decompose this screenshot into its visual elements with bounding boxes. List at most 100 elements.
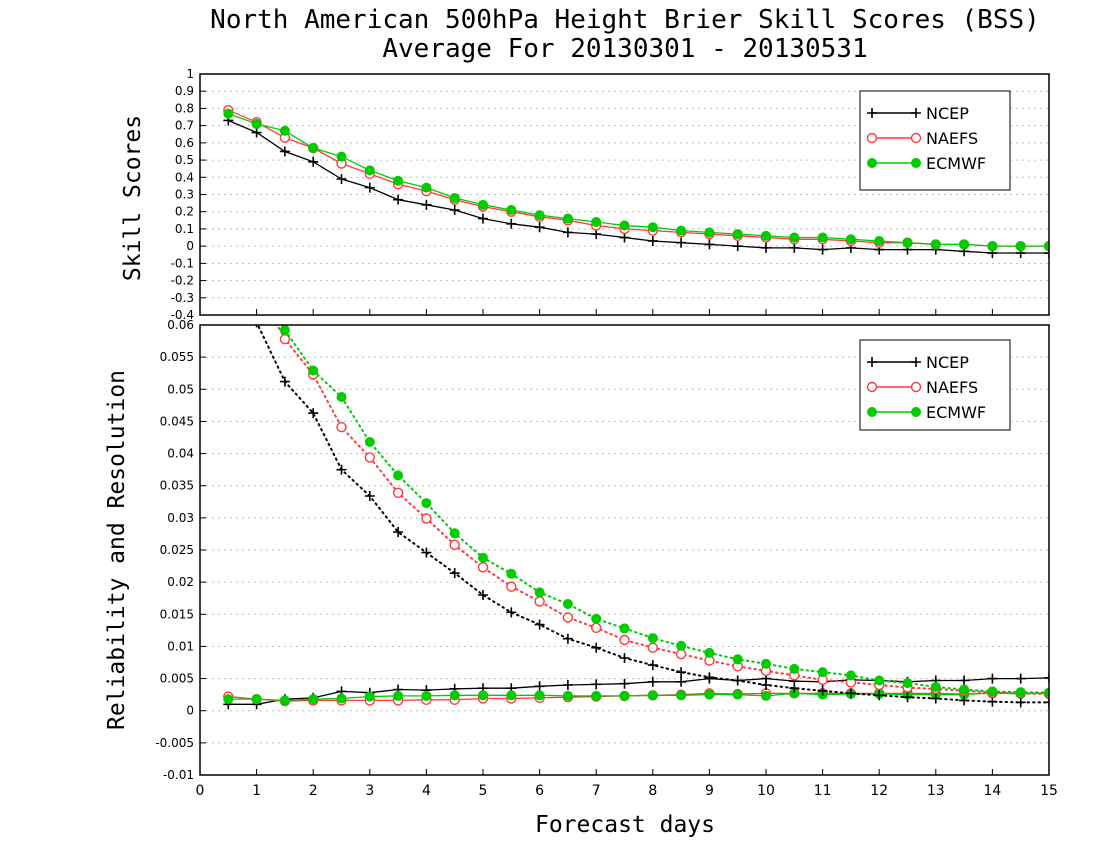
y-tick-label: 0.01 xyxy=(167,639,194,653)
naefs-dotted-line xyxy=(276,325,1049,695)
y-tick-label: 1 xyxy=(186,67,194,81)
ecmwf-point xyxy=(336,693,347,704)
ncep-point xyxy=(676,237,687,248)
ncep-point xyxy=(619,232,630,243)
x-tick-label: 10 xyxy=(757,783,775,799)
ecmwf-point xyxy=(364,165,375,176)
ncep-point xyxy=(732,241,743,252)
ecmwf-point xyxy=(449,192,460,203)
ecmwf-point xyxy=(704,647,715,658)
plot-frame xyxy=(199,73,1050,316)
naefs-point xyxy=(506,581,517,592)
naefs-point xyxy=(477,562,489,573)
ecmwf-point xyxy=(534,210,545,221)
ecmwf-point xyxy=(1015,687,1026,698)
y-tick-label: 0.045 xyxy=(160,414,194,428)
x-tick-label: 13 xyxy=(927,783,945,799)
ecmwf-point xyxy=(732,654,743,665)
ncep-point xyxy=(562,633,573,644)
ncep-point xyxy=(1015,697,1026,708)
ncep-point xyxy=(647,660,658,671)
x-tick-label: 0 xyxy=(196,783,205,799)
ncep-point xyxy=(534,619,545,630)
ecmwf-point xyxy=(647,690,658,701)
ncep-point xyxy=(591,229,602,240)
ecmwf-point xyxy=(845,670,856,681)
ncep-point xyxy=(478,590,488,600)
x-tick-label: 5 xyxy=(479,783,488,799)
ecmwf-point xyxy=(308,365,319,376)
ncep-point xyxy=(817,685,828,696)
bottom-panel-ylabel: Reliability and Resolution xyxy=(104,370,130,730)
ecmwf-point xyxy=(506,204,517,215)
ecmwf-point xyxy=(421,690,432,701)
ecmwf-point xyxy=(789,688,800,699)
ecmwf-point xyxy=(336,392,347,402)
y-tick-label: 0.04 xyxy=(167,447,194,461)
ncep-point xyxy=(478,213,488,224)
y-tick-label: 0.6 xyxy=(175,136,194,150)
ecmwf-point xyxy=(251,118,262,129)
naefs-point xyxy=(591,622,602,633)
y-tick-label: 0.2 xyxy=(175,205,194,219)
ncep-point xyxy=(591,679,602,690)
ncep-point xyxy=(789,242,800,253)
y-tick-label: -0.4 xyxy=(171,308,194,322)
chart-title-line1: North American 500hPa Height Brier Skill… xyxy=(210,5,1040,35)
ncep-point xyxy=(987,696,998,707)
ncep-point xyxy=(930,693,941,704)
ncep-point xyxy=(874,690,885,701)
ecmwf-point xyxy=(817,232,828,243)
ecmwf-point xyxy=(1044,241,1049,252)
y-tick-label: 0.1 xyxy=(175,222,194,236)
ncep-point xyxy=(619,678,630,689)
ncep-point xyxy=(251,127,262,138)
naefs-point xyxy=(364,452,375,463)
ecmwf-point xyxy=(704,227,715,238)
ecmwf-point xyxy=(449,528,460,539)
ecmwf-point xyxy=(279,125,290,136)
ecmwf-point xyxy=(676,640,687,651)
ecmwf-point xyxy=(732,229,743,240)
chart-title-line2: Average For 20130301 - 20130531 xyxy=(382,34,867,64)
ncep-point xyxy=(255,325,258,328)
ecmwf-point xyxy=(562,599,573,609)
ecmwf-point xyxy=(534,587,545,598)
x-tick-label: 14 xyxy=(983,783,1001,799)
ecmwf-point xyxy=(761,658,771,669)
ncep-point xyxy=(336,174,347,185)
ncep-point xyxy=(1044,672,1049,683)
ecmwf-point xyxy=(308,694,319,705)
ecmwf-point xyxy=(732,689,743,700)
ecmwf-legend-marker xyxy=(867,407,877,417)
ecmwf-point xyxy=(251,694,262,705)
ecmwf-point xyxy=(1015,241,1026,252)
ecmwf-point xyxy=(591,613,602,624)
ncep-point xyxy=(647,676,658,687)
legend-label-naefs: NAEFS xyxy=(926,129,978,148)
ecmwf-point xyxy=(789,663,800,674)
ecmwf-point xyxy=(421,498,432,509)
ecmwf-point xyxy=(874,675,885,686)
y-tick-label: 0.06 xyxy=(167,318,194,332)
y-tick-label: -0.2 xyxy=(171,274,194,288)
ecmwf-point xyxy=(591,690,602,701)
ncep-point xyxy=(789,683,800,694)
legend-label-ecmwf: ECMWF xyxy=(926,403,986,422)
ecmwf-point xyxy=(393,690,404,701)
x-tick-label: 2 xyxy=(309,783,318,799)
y-tick-label: 0 xyxy=(186,239,194,253)
ncep-point xyxy=(279,376,290,387)
ecmwf-point xyxy=(874,235,885,246)
ecmwf-point xyxy=(930,239,941,250)
legend-label-ecmwf: ECMWF xyxy=(926,154,986,173)
ecmwf-point xyxy=(478,199,488,210)
ncep-point xyxy=(393,194,404,205)
ecmwf-point xyxy=(279,325,290,336)
ecmwf-dotted-line xyxy=(280,325,1049,694)
ncep-point xyxy=(619,653,630,663)
top-panel-ylabel: Skill Scores xyxy=(120,115,146,281)
ecmwf-point xyxy=(223,108,234,119)
naefs-point xyxy=(534,596,545,607)
ncep-point xyxy=(534,222,545,233)
